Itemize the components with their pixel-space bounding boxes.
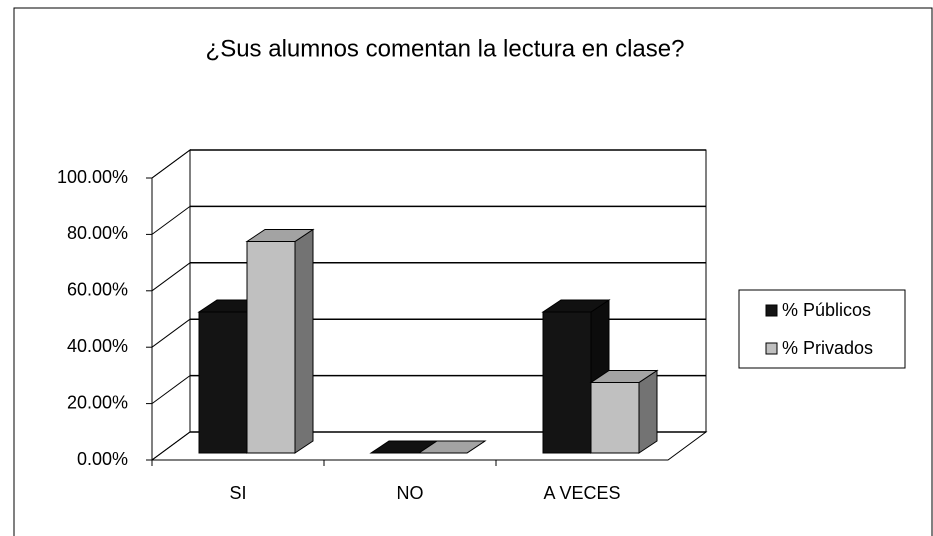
- bar: [198, 311, 248, 454]
- bar-side: [294, 228, 314, 454]
- bar: [246, 241, 296, 454]
- grid-line: [151, 431, 191, 461]
- bar-side: [638, 369, 658, 454]
- y-tick-label: 0.00%: [77, 449, 128, 469]
- legend-swatch: [765, 342, 778, 355]
- grid-line: [151, 262, 191, 292]
- legend-box: [738, 289, 906, 369]
- y-tick-label: 60.00%: [67, 280, 128, 300]
- side-wall: [151, 149, 191, 461]
- grid-line: [151, 149, 191, 179]
- x-tick-label: A VECES: [543, 483, 620, 503]
- y-tick-label: 80.00%: [67, 223, 128, 243]
- legend-label: % Privados: [782, 338, 873, 358]
- legend-label: % Públicos: [782, 300, 871, 320]
- grid-line: [151, 318, 191, 348]
- y-tick-label: 20.00%: [67, 392, 128, 412]
- bar-top: [417, 440, 487, 454]
- x-tick-label: NO: [397, 483, 424, 503]
- grid-line: [151, 205, 191, 235]
- bar: [542, 311, 592, 454]
- chart-title: ¿Sus alumnos comentan la lectura en clas…: [206, 35, 685, 62]
- grid-line: [151, 375, 191, 405]
- bar: [590, 382, 640, 454]
- x-tick-label: SI: [229, 483, 246, 503]
- y-tick-label: 100.00%: [57, 167, 128, 187]
- y-tick-label: 40.00%: [67, 336, 128, 356]
- legend-swatch: [765, 304, 778, 317]
